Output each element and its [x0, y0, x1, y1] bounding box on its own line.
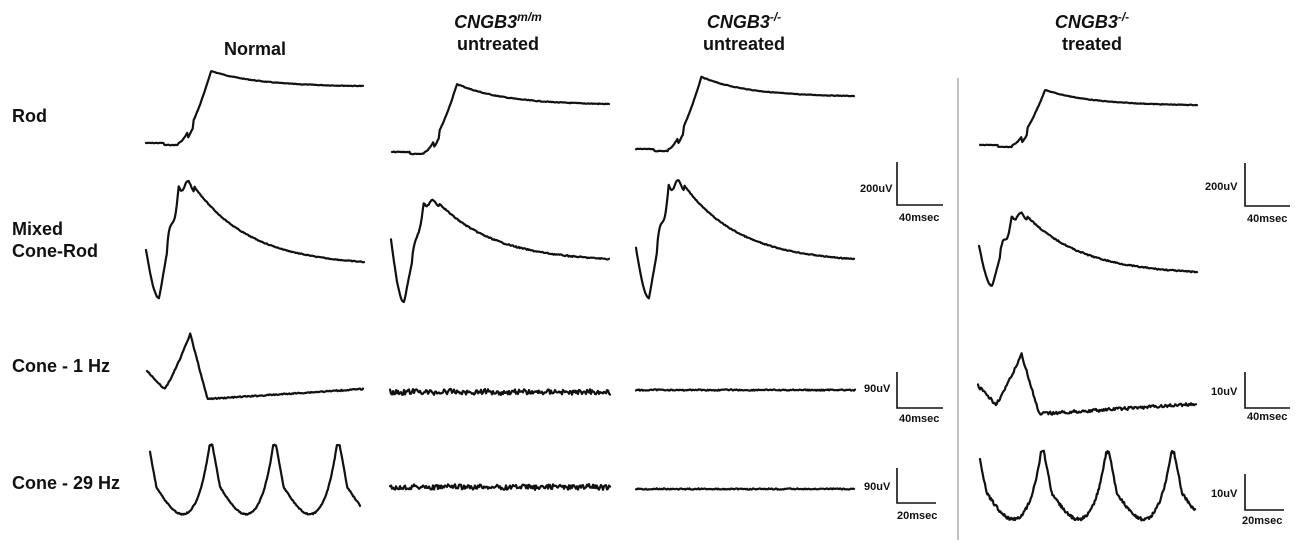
scale-bar [1244, 372, 1290, 409]
scale-bar-h-label: 40msec [899, 413, 940, 425]
cone1hz-trace-normal [145, 332, 365, 401]
scale-bar-h-label: 40msec [899, 212, 940, 224]
row-label-text: Mixed [12, 219, 64, 239]
cone29hz-trace-cngb3-mm-untreated [388, 483, 612, 491]
scale-bar-v-label: 10uV [1211, 488, 1238, 500]
gene-name: CNGB3 [706, 12, 770, 32]
row-label-text: Cone - 29 Hz [12, 473, 121, 493]
row-label-mixed: Mixed Cone-Rod [12, 218, 98, 262]
column-subtitle: Normal [223, 39, 286, 59]
rod-trace-cngb3-ko-untreated [634, 75, 856, 153]
cone1hz-trace-cngb3-ko-treated [976, 352, 1198, 416]
row-label-rod: Rod [12, 105, 47, 127]
row-label-text-2: Cone-Rod [12, 241, 98, 261]
mixed-trace-cngb3-mm-untreated [389, 198, 611, 304]
genotype-superscript: m/m [517, 10, 542, 24]
column-subtitle: untreated [702, 34, 785, 54]
cone29hz-trace-normal [148, 443, 362, 516]
scale-bar [1244, 474, 1284, 511]
column-header-ko-treated: CNGB3-/- treated [982, 6, 1202, 55]
genotype-superscript: -/- [769, 10, 782, 24]
scale-bar-v-label: 90uV [864, 481, 891, 493]
cone1hz-trace-cngb3-ko-untreated [634, 388, 857, 392]
mixed-trace-cngb3-ko-treated [977, 211, 1199, 287]
cone29hz-trace-cngb3-ko-untreated [634, 487, 856, 491]
row-label-text: Rod [12, 106, 47, 126]
scale-bar-v-label: 200uV [860, 183, 893, 195]
gene-name: CNGB3 [1054, 12, 1118, 32]
row-label-cone-1hz: Cone - 1 Hz [12, 355, 110, 377]
mixed-trace-normal [144, 179, 366, 300]
rod-trace-cngb3-mm-untreated [390, 83, 611, 156]
column-subtitle: treated [1061, 34, 1123, 54]
column-header-mm-untreated: CNGB3m/m untreated [388, 6, 608, 55]
scale-bar-h-label: 20msec [1242, 515, 1283, 527]
scale-bar [896, 468, 936, 504]
scale-bar-v-label: 10uV [1211, 386, 1238, 398]
scale-bar-h-label: 20msec [897, 510, 938, 522]
scale-bar-v-label: 200uV [1205, 181, 1238, 193]
scale-bar-v-label: 90uV [864, 383, 891, 395]
scale-bar [896, 162, 943, 206]
scale-bar [896, 372, 943, 409]
row-label-text: Cone - 1 Hz [12, 356, 111, 376]
scale-bar [1244, 163, 1290, 207]
row-label-cone-29hz: Cone - 29 Hz [12, 472, 120, 494]
mixed-trace-cngb3-ko-untreated [634, 179, 856, 300]
genotype-superscript: -/- [1117, 10, 1130, 24]
cone29hz-trace-cngb3-ko-treated [978, 449, 1197, 522]
scale-bar-h-label: 40msec [1247, 411, 1288, 423]
scale-bar-h-label: 40msec [1247, 213, 1288, 225]
rod-trace-normal [144, 70, 365, 147]
gene-name: CNGB3 [454, 12, 518, 32]
column-header-normal: Normal [145, 38, 365, 60]
column-subtitle: untreated [456, 34, 539, 54]
column-header-ko-untreated: CNGB3-/- untreated [634, 6, 854, 55]
traces-group [144, 70, 1199, 522]
cone1hz-trace-cngb3-mm-untreated [388, 387, 612, 396]
rod-trace-cngb3-ko-treated [978, 88, 1199, 149]
